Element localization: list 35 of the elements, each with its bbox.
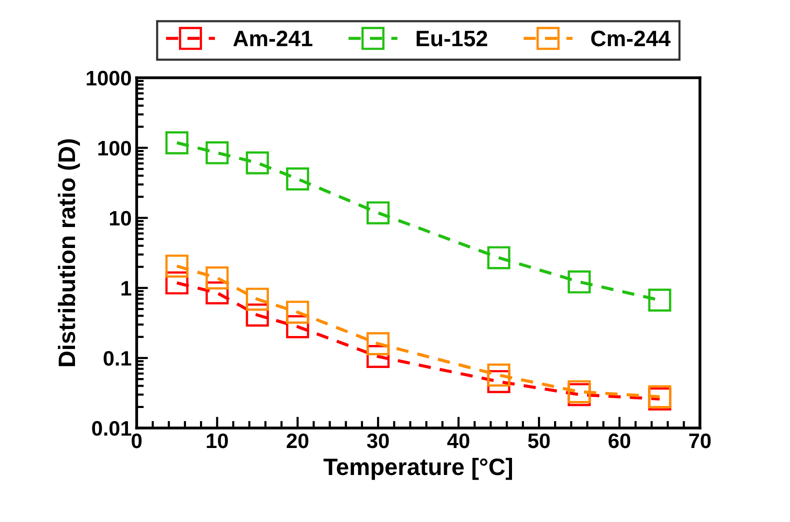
point [165,271,188,294]
y-tick-label: 10 [110,210,131,226]
point [286,167,310,190]
x-tick-label: 20 [286,433,308,448]
y-tick-label: 1 [122,281,132,296]
point [286,300,310,324]
x-tick-label: 70 [689,433,711,448]
point [246,304,269,327]
point [165,131,188,154]
legend-label: Cm-244 [591,30,670,46]
x-tick-label: 0 [132,433,142,448]
point [366,201,390,224]
x-axis-title: Temperature [°C] [324,458,512,480]
y-tick-label: 0.1 [104,350,132,366]
point [206,266,229,290]
legend-label: Eu-152 [416,30,488,46]
y-tick-label: 0.01 [92,421,132,436]
point [487,364,510,387]
x-tick-label: 50 [528,433,550,448]
point [648,288,672,312]
point [487,246,510,270]
x-tick-label: 40 [447,433,470,448]
y-axis-title: Distribution ratio (D) [58,139,80,366]
y-tick-label: 100 [98,140,131,156]
x-tick-label: 60 [608,433,630,448]
point [246,151,269,174]
point [165,254,188,278]
x-tick-label: 30 [366,433,389,448]
legend-label: Am-241 [233,30,312,46]
point [206,141,229,164]
point [366,332,390,356]
point [246,288,269,311]
y-tick-label: 1000 [86,70,131,86]
point [568,270,591,294]
x-tick-label: 10 [206,433,228,448]
